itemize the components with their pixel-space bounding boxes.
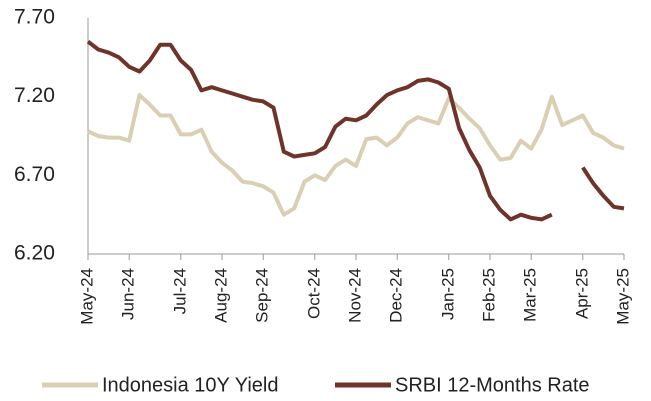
- series-line: [87, 93, 625, 217]
- x-tick-label: Jan-25: [438, 268, 457, 320]
- y-tick-label: 7.20: [14, 84, 55, 107]
- y-tick-label: 7.70: [14, 6, 55, 29]
- x-tick-label: Feb-25: [479, 268, 498, 322]
- x-tick-label: Dec-24: [387, 268, 406, 323]
- x-tick-label: Apr-25: [572, 268, 591, 319]
- x-tick-label: Jul-24: [170, 268, 189, 314]
- x-tick-label: May-24: [77, 268, 96, 325]
- x-tick-label: Aug-24: [211, 268, 230, 323]
- x-tick-label: Nov-24: [345, 268, 364, 323]
- x-tick-label: Oct-24: [304, 268, 323, 319]
- legend-label: Indonesia 10Y Yield: [102, 374, 278, 396]
- legend-label: SRBI 12-Months Rate: [395, 374, 590, 396]
- y-tick-label: 6.70: [14, 163, 55, 186]
- x-tick-label: May-25: [613, 268, 632, 325]
- x-tick-label: Mar-25: [521, 268, 540, 322]
- x-tick-label: Sep-24: [253, 268, 272, 323]
- y-tick-label: 6.20: [14, 242, 55, 265]
- x-tick-label: Jun-24: [119, 268, 138, 320]
- series-line: [86, 40, 625, 222]
